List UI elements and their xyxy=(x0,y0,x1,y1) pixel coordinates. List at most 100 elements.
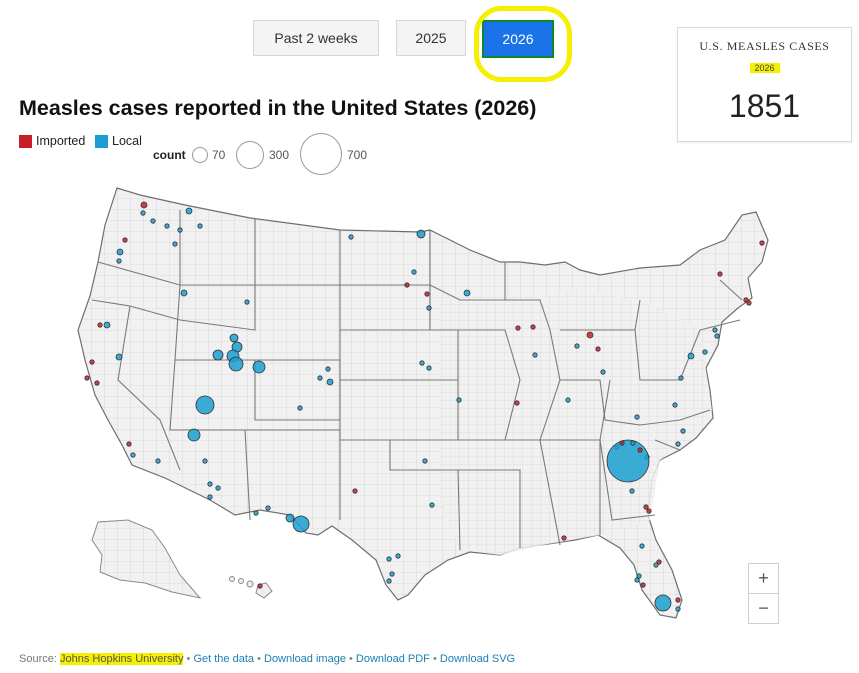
imported-case-point[interactable] xyxy=(140,201,148,209)
local-case-point[interactable] xyxy=(606,439,650,483)
imported-case-point[interactable] xyxy=(586,331,594,339)
imported-case-point[interactable] xyxy=(619,440,625,446)
local-case-point[interactable] xyxy=(130,452,136,458)
local-case-point[interactable] xyxy=(634,414,640,420)
local-case-point[interactable] xyxy=(185,207,193,215)
local-case-point[interactable] xyxy=(675,441,681,447)
local-case-point[interactable] xyxy=(629,488,635,494)
imported-case-point[interactable] xyxy=(97,322,103,328)
get-the-data-link[interactable]: Get the data xyxy=(193,653,255,665)
local-case-point[interactable] xyxy=(187,428,201,442)
local-case-point[interactable] xyxy=(348,234,354,240)
local-case-point[interactable] xyxy=(429,502,435,508)
local-case-point[interactable] xyxy=(600,369,606,375)
imported-case-point[interactable] xyxy=(595,346,601,352)
local-case-point[interactable] xyxy=(565,397,571,403)
local-case-point[interactable] xyxy=(285,513,295,523)
local-case-point[interactable] xyxy=(678,375,684,381)
local-case-point[interactable] xyxy=(416,229,426,239)
local-case-point[interactable] xyxy=(297,405,303,411)
local-case-point[interactable] xyxy=(228,356,244,372)
imported-case-point[interactable] xyxy=(637,447,643,453)
local-case-point[interactable] xyxy=(207,481,213,487)
imported-case-point[interactable] xyxy=(643,504,649,510)
local-case-point[interactable] xyxy=(103,321,111,329)
local-case-point[interactable] xyxy=(419,360,425,366)
local-case-point[interactable] xyxy=(195,395,215,415)
local-case-point[interactable] xyxy=(639,543,645,549)
local-case-point[interactable] xyxy=(654,594,672,612)
local-case-point[interactable] xyxy=(180,289,188,297)
download-pdf-link[interactable]: Download PDF xyxy=(355,653,430,665)
local-case-point[interactable] xyxy=(215,485,221,491)
imported-case-point[interactable] xyxy=(640,582,646,588)
local-case-point[interactable] xyxy=(164,223,170,229)
download-svg-link[interactable]: Download SVG xyxy=(439,653,516,665)
local-case-point[interactable] xyxy=(207,494,213,500)
imported-case-point[interactable] xyxy=(515,325,521,331)
imported-case-point[interactable] xyxy=(530,324,536,330)
imported-case-point[interactable] xyxy=(89,359,95,365)
local-case-point[interactable] xyxy=(389,571,395,577)
imported-case-point[interactable] xyxy=(561,535,567,541)
local-case-point[interactable] xyxy=(202,458,208,464)
local-case-point[interactable] xyxy=(252,360,266,374)
imported-case-point[interactable] xyxy=(84,375,90,381)
local-case-point[interactable] xyxy=(326,378,334,386)
local-case-point[interactable] xyxy=(532,352,538,358)
imported-case-point[interactable] xyxy=(743,297,749,303)
local-case-point[interactable] xyxy=(630,440,636,446)
local-case-point[interactable] xyxy=(115,353,123,361)
zoom-in-button[interactable]: + xyxy=(749,564,778,594)
imported-case-point[interactable] xyxy=(404,282,410,288)
local-case-point[interactable] xyxy=(155,458,161,464)
local-case-point[interactable] xyxy=(395,553,401,559)
local-case-point[interactable] xyxy=(244,299,250,305)
local-case-point[interactable] xyxy=(687,352,695,360)
local-case-point[interactable] xyxy=(456,397,462,403)
local-case-point[interactable] xyxy=(386,578,392,584)
imported-case-point[interactable] xyxy=(122,237,128,243)
local-case-point[interactable] xyxy=(150,218,156,224)
imported-case-point[interactable] xyxy=(759,240,765,246)
imported-case-point[interactable] xyxy=(94,380,100,386)
local-case-point[interactable] xyxy=(197,223,203,229)
local-case-point[interactable] xyxy=(317,375,323,381)
imported-case-point[interactable] xyxy=(424,291,430,297)
us-measles-map[interactable] xyxy=(0,170,859,632)
imported-case-point[interactable] xyxy=(717,271,723,277)
local-case-point[interactable] xyxy=(653,562,659,568)
zoom-out-button[interactable]: − xyxy=(758,598,769,618)
local-case-point[interactable] xyxy=(680,428,686,434)
local-case-point[interactable] xyxy=(426,305,432,311)
local-case-point[interactable] xyxy=(386,556,392,562)
local-case-point[interactable] xyxy=(253,510,259,516)
imported-case-point[interactable] xyxy=(675,597,681,603)
local-case-point[interactable] xyxy=(714,333,720,339)
local-case-point[interactable] xyxy=(636,573,642,579)
local-case-point[interactable] xyxy=(177,227,183,233)
imported-case-point[interactable] xyxy=(514,400,520,406)
download-image-link[interactable]: Download image xyxy=(264,653,346,665)
tab-2025[interactable]: 2025 xyxy=(396,20,466,56)
local-case-point[interactable] xyxy=(675,606,681,612)
local-case-point[interactable] xyxy=(712,327,718,333)
local-case-point[interactable] xyxy=(463,289,471,297)
local-case-point[interactable] xyxy=(634,577,640,583)
imported-case-point[interactable] xyxy=(656,559,662,565)
local-case-point[interactable] xyxy=(422,458,428,464)
local-case-point[interactable] xyxy=(116,258,122,264)
imported-case-point[interactable] xyxy=(126,441,132,447)
local-case-point[interactable] xyxy=(702,349,708,355)
local-case-point[interactable] xyxy=(212,349,224,361)
local-case-point[interactable] xyxy=(172,241,178,247)
tab-past-2-weeks[interactable]: Past 2 weeks xyxy=(253,20,379,56)
local-case-point[interactable] xyxy=(672,402,678,408)
local-case-point[interactable] xyxy=(292,515,310,533)
imported-case-point[interactable] xyxy=(352,488,358,494)
local-case-point[interactable] xyxy=(140,210,146,216)
local-case-point[interactable] xyxy=(574,343,580,349)
local-case-point[interactable] xyxy=(116,248,124,256)
local-case-point[interactable] xyxy=(265,505,271,511)
local-case-point[interactable] xyxy=(411,269,417,275)
